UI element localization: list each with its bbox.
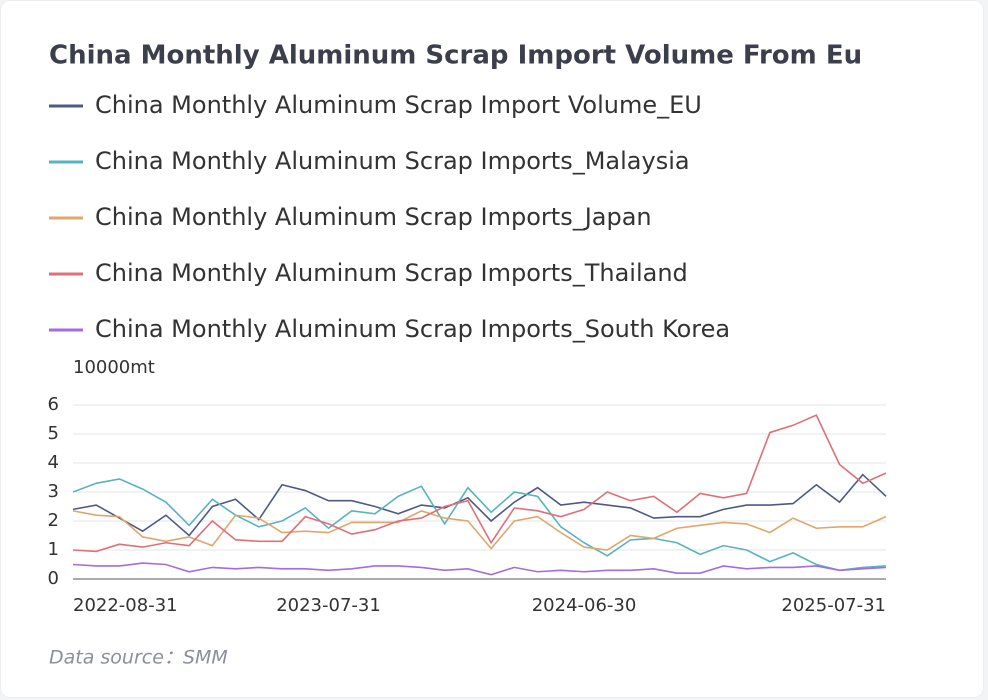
x-tick-label: 2025-07-31 <box>781 595 886 616</box>
series-line <box>72 473 887 537</box>
y-tick-label: 4 <box>48 452 59 473</box>
y-axis-label: 10000mt <box>73 357 155 378</box>
legend-label: China Monthly Aluminum Scrap Imports_Mal… <box>95 147 690 175</box>
legend-label: China Monthly Aluminum Scrap Import Volu… <box>95 91 702 119</box>
series-line <box>72 562 887 576</box>
y-tick-label: 3 <box>48 481 59 502</box>
series-line <box>72 414 887 553</box>
chart-title: China Monthly Aluminum Scrap Import Volu… <box>49 41 862 71</box>
x-tick-label: 2024-06-30 <box>532 595 637 616</box>
legend-label: China Monthly Aluminum Scrap Imports_Tha… <box>95 259 688 287</box>
x-tick-label: 2023-07-31 <box>276 595 381 616</box>
y-tick-label: 2 <box>48 510 59 531</box>
y-tick-label: 6 <box>48 394 59 415</box>
y-tick-label: 1 <box>48 539 59 560</box>
series-line <box>72 509 887 551</box>
legend-label: China Monthly Aluminum Scrap Imports_Sou… <box>95 315 730 343</box>
y-tick-label: 5 <box>48 423 59 444</box>
legend-label: China Monthly Aluminum Scrap Imports_Jap… <box>95 203 652 231</box>
source-note: Data source：SMM <box>49 647 228 669</box>
x-tick-label: 2022-08-31 <box>73 595 178 616</box>
y-tick-label: 0 <box>48 568 59 589</box>
series-line <box>72 478 887 572</box>
